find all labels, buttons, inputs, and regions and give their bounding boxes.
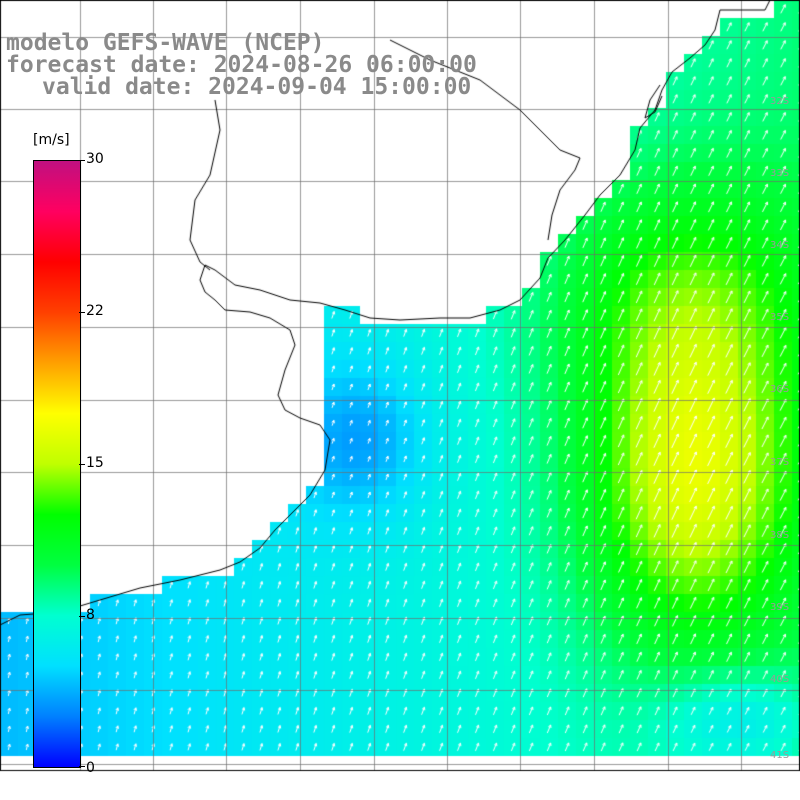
colorbar-tick-0: 0 xyxy=(86,760,95,776)
lat-label: 41S xyxy=(770,750,790,761)
colorbar-tick-15: 15 xyxy=(86,455,104,471)
colorbar-tick-8: 8 xyxy=(86,607,95,623)
lat-label: 38S xyxy=(770,530,790,541)
lat-label: 34S xyxy=(770,240,790,251)
colorbar-tickmark xyxy=(79,616,85,617)
lat-label: 39S xyxy=(770,602,790,613)
valid-date: valid date: 2024-09-04 15:00:00 xyxy=(42,74,472,100)
lat-label: 37S xyxy=(770,457,790,468)
lat-label: 40S xyxy=(770,674,790,685)
colorbar xyxy=(33,160,81,768)
model-title: modelo GEFS-WAVE (NCEP) xyxy=(6,30,325,56)
forecast-date: forecast date: 2024-08-26 06:00:00 xyxy=(6,52,477,78)
colorbar-tick-22: 22 xyxy=(86,303,104,319)
colorbar-unit-label: [m/s] xyxy=(33,132,70,148)
colorbar-tickmark xyxy=(79,312,85,313)
lat-label: 32S xyxy=(770,96,790,107)
colorbar-tickmark xyxy=(79,464,85,465)
colorbar-tick-30: 30 xyxy=(86,151,104,167)
lat-label: 35S xyxy=(770,312,790,323)
lat-label: 33S xyxy=(770,168,790,179)
colorbar-tickmark xyxy=(79,160,85,161)
colorbar-tickmark xyxy=(79,766,85,767)
lat-label: 36S xyxy=(770,384,790,395)
